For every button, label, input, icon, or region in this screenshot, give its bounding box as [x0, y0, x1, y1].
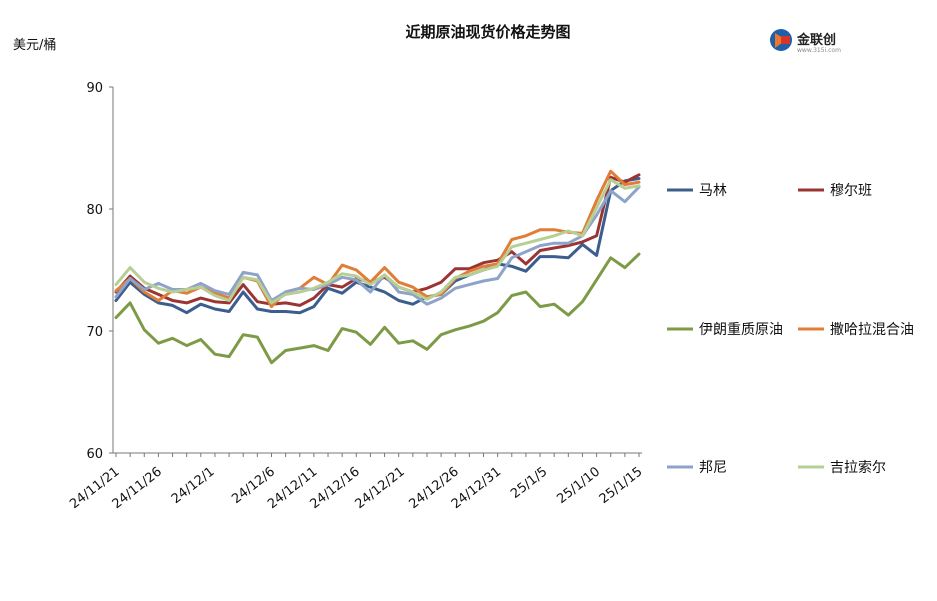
legend-item-3: 伊朗重质原油: [667, 322, 783, 338]
y-tick-label: 90: [86, 81, 103, 96]
x-tick-label: 25/1/15: [597, 464, 646, 507]
logo-text: 金联创: [796, 32, 836, 48]
legend-label: 伊朗重质原油: [699, 322, 783, 338]
x-tick-label: 25/1/10: [554, 464, 603, 507]
y-tick-label: 80: [86, 203, 103, 218]
legend-item-2: 穆尔班: [798, 183, 872, 199]
series-line-5: [114, 185, 641, 306]
logo-subtext: www.315i.com: [797, 47, 841, 54]
series-lines: [114, 169, 641, 365]
y-tick-label: 70: [86, 325, 103, 340]
legend-label: 马林: [699, 183, 727, 199]
series-line-1: [114, 177, 641, 315]
legend-label: 邦尼: [699, 460, 727, 476]
x-tick-label: 25/1/5: [508, 464, 550, 502]
x-tick-label: 24/12/1: [169, 464, 218, 507]
logo: 金联创 www.315i.com: [770, 29, 841, 54]
legend-item-5: 邦尼: [667, 460, 727, 476]
legend-item-6: 吉拉索尔: [798, 459, 886, 476]
legend-label: 撒哈拉混合油: [830, 322, 914, 338]
x-tick-label: 24/12/21: [352, 464, 407, 512]
y-axis-unit-label: 美元/桶: [13, 38, 56, 53]
chart-title: 近期原油现货价格走势图: [405, 23, 570, 41]
y-tick-label: 60: [86, 447, 103, 462]
series-line-3: [114, 252, 641, 365]
logo-mark-icon: [770, 29, 792, 51]
legend-label: 吉拉索尔: [830, 459, 886, 476]
legend-label: 穆尔班: [830, 183, 872, 199]
series-line-6: [114, 178, 641, 305]
legend-item-4: 撒哈拉混合油: [798, 322, 914, 338]
legend-item-1: 马林: [667, 183, 727, 199]
